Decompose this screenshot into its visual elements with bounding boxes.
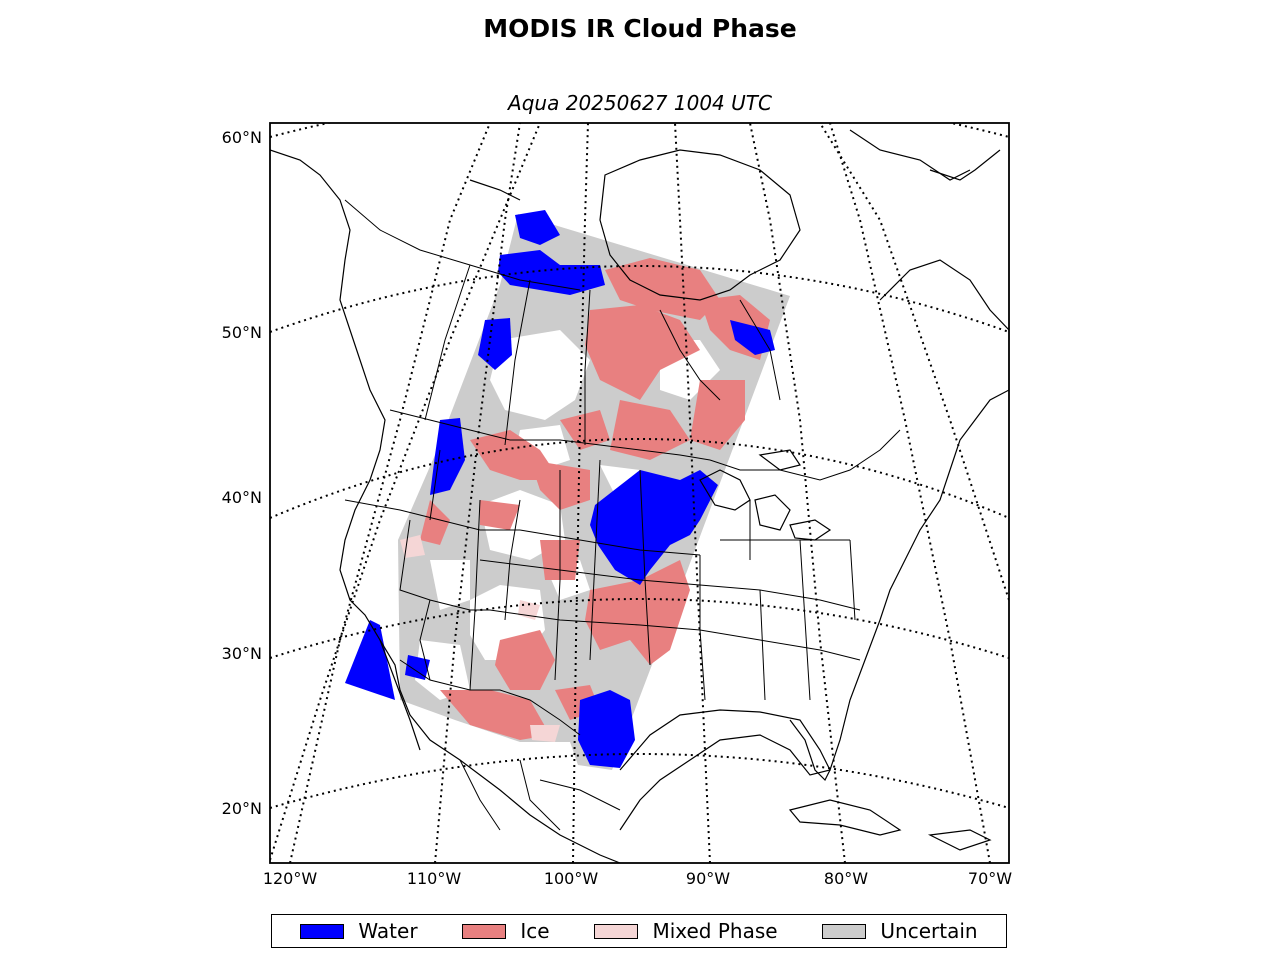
lon-label-120: 120°W [263, 869, 318, 888]
borders [344, 199, 901, 831]
lon-label-110: 110°W [407, 869, 462, 888]
legend-item-ice: Ice [462, 919, 550, 943]
longitude-axis: 120°W 110°W 100°W 90°W 80°W 70°W [263, 869, 1012, 888]
legend-item-mixed-phase: Mixed Phase [594, 919, 778, 943]
map-body [270, 123, 1009, 863]
lat-label-40: 40°N [222, 488, 262, 507]
lat-label-30: 30°N [222, 644, 262, 663]
graticule [270, 123, 1009, 863]
map-frame [269, 122, 1010, 864]
swath-water [345, 210, 775, 768]
coastlines [270, 129, 1009, 863]
legend-label-uncertain: Uncertain [880, 919, 978, 943]
lon-label-80: 80°W [824, 869, 868, 888]
lon-label-90: 90°W [686, 869, 730, 888]
legend-label-ice: Ice [520, 919, 550, 943]
ice-swatch [462, 923, 507, 939]
legend-item-water: Water [300, 919, 418, 943]
lon-label-100: 100°W [544, 869, 599, 888]
legend-label-water: Water [358, 919, 418, 943]
latitude-axis: 60°N 50°N 40°N 30°N 20°N [222, 128, 262, 818]
swath-ice [420, 258, 770, 740]
lon-label-70: 70°W [968, 869, 1012, 888]
map-title: MODIS IR Cloud Phase [483, 14, 797, 43]
mixed-phase-swatch [594, 923, 639, 939]
lat-label-50: 50°N [222, 323, 262, 342]
lat-label-20: 20°N [222, 799, 262, 818]
legend-item-uncertain: Uncertain [822, 919, 978, 943]
legend: Water Ice Mixed Phase Uncertain [271, 914, 1007, 948]
lat-label-60: 60°N [222, 128, 262, 147]
water-swatch [300, 923, 345, 939]
uncertain-swatch [822, 923, 867, 939]
legend-label-mixed-phase: Mixed Phase [652, 919, 778, 943]
map-subtitle: Aqua 20250627 1004 UTC [508, 91, 772, 115]
